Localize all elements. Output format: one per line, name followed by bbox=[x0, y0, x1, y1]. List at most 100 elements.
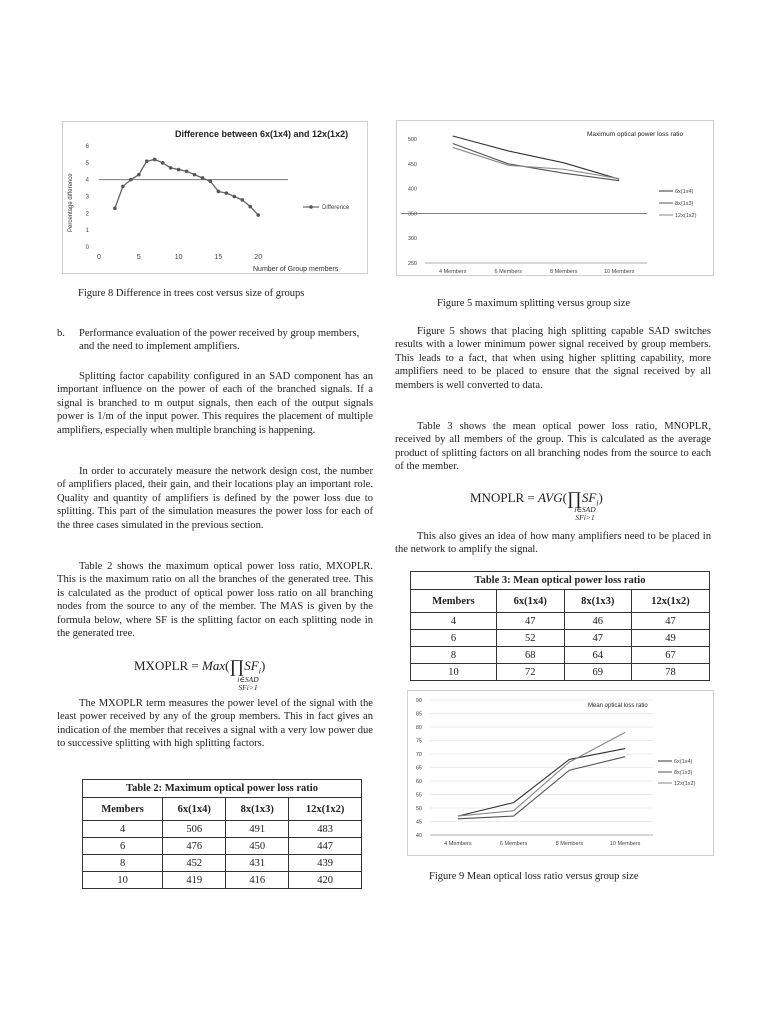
paragraph-figure5-discussion: Figure 5 shows that placing high splitti… bbox=[395, 326, 711, 391]
table-2-header: Members bbox=[81, 797, 164, 821]
paragraph-mxoplr-meaning: The MXOPLR term measures the power level… bbox=[57, 698, 373, 750]
x-tick-label: 10 Members bbox=[604, 269, 635, 275]
table-cell: 4 bbox=[410, 612, 497, 630]
table-cell: 4 bbox=[81, 820, 164, 838]
data-point bbox=[137, 172, 141, 177]
equation-mnoplr-sub1: i∈SAD bbox=[574, 505, 596, 514]
data-point bbox=[184, 169, 189, 174]
data-point bbox=[224, 191, 229, 195]
table-cell: 452 bbox=[162, 854, 227, 872]
legend-label: 6x(1x4) bbox=[674, 759, 693, 765]
data-point bbox=[192, 172, 197, 177]
table-cell: 476 bbox=[162, 837, 227, 855]
paragraph-table3-intro: Table 3 shows the mean optical power los… bbox=[395, 421, 711, 473]
table-cell: 8 bbox=[81, 854, 164, 872]
figure-8-ylabel: Percentage difference bbox=[68, 173, 74, 232]
data-point bbox=[144, 159, 149, 163]
table-cell: 10 bbox=[81, 871, 164, 889]
data-point bbox=[256, 213, 260, 217]
table-cell: 8 bbox=[410, 646, 497, 664]
x-tick-label: 6 Members bbox=[494, 269, 522, 275]
table-cell: 450 bbox=[225, 837, 290, 855]
y-tick-label: 80 bbox=[416, 725, 422, 731]
x-tick-label: 8 Members bbox=[550, 269, 578, 275]
series-line bbox=[457, 748, 626, 817]
y-tick-label: 250 bbox=[408, 261, 417, 267]
x-tick-label: 8 Members bbox=[556, 841, 584, 847]
data-point bbox=[240, 198, 245, 202]
x-tick-label: 10 Members bbox=[610, 841, 641, 847]
data-point bbox=[160, 161, 165, 165]
series-line bbox=[452, 135, 620, 180]
figure-8-caption: Figure 8 Difference in trees cost versus… bbox=[78, 288, 305, 299]
legend-label: 12x(1x2) bbox=[675, 213, 697, 219]
y-tick-label: 450 bbox=[408, 162, 417, 168]
table-cell: 419 bbox=[162, 871, 227, 889]
table-cell: 64 bbox=[563, 646, 633, 664]
figure-5-caption: Figure 5 maximum splitting versus group … bbox=[437, 298, 631, 309]
y-tick-label: 2 bbox=[86, 211, 90, 217]
table-3-caption: Table 3: Mean optical power loss ratio bbox=[410, 571, 710, 589]
table-cell: 46 bbox=[563, 612, 633, 630]
x-tick-label: 10 bbox=[175, 254, 183, 261]
legend-label: 6x(1x4) bbox=[675, 189, 694, 195]
table-2-caption: Table 2: Maximum optical power loss rati… bbox=[82, 779, 362, 797]
table-cell: 439 bbox=[288, 854, 362, 872]
table-cell: 483 bbox=[288, 820, 362, 838]
table-cell: 10 bbox=[410, 663, 497, 681]
y-tick-label: 70 bbox=[416, 752, 422, 758]
table-3-header: 8x(1x3) bbox=[563, 589, 633, 613]
table-3-header: 6x(1x4) bbox=[495, 589, 565, 613]
table-cell: 431 bbox=[225, 854, 290, 872]
data-point bbox=[200, 176, 205, 180]
data-point bbox=[176, 167, 181, 172]
equation-mxoplr-subscript: i∈SAD SFi>1 bbox=[228, 676, 268, 692]
series-line bbox=[452, 146, 620, 180]
figure-8-title: Difference between 6x(1x4) and 12x(1x2) bbox=[175, 129, 348, 139]
equation-mnoplr-func: AVG bbox=[538, 490, 563, 505]
series-line bbox=[457, 756, 626, 820]
paragraph-table2-intro: Table 2 shows the maximum optical power … bbox=[57, 561, 373, 640]
table-3-header: 12x(1x2) bbox=[631, 589, 710, 613]
figure-5-chart: Maximum optical power loss ratio 250 300 3… bbox=[396, 120, 714, 276]
table-2-header-row: Members 6x(1x4) 8x(1x3) 12x(1x2) bbox=[81, 797, 362, 821]
table-2-header: 12x(1x2) bbox=[288, 797, 362, 821]
y-tick-label: 5 bbox=[86, 161, 90, 167]
table-3: Table 3: Mean optical power loss ratio M… bbox=[410, 571, 710, 681]
data-point bbox=[121, 184, 125, 189]
section-b-marker: b. bbox=[57, 328, 65, 339]
equation-mxoplr-lhs: MXOPLR = bbox=[134, 658, 203, 673]
table-cell: 52 bbox=[495, 629, 565, 647]
x-tick-label: 5 bbox=[137, 254, 141, 261]
equation-mnoplr-lhs: MNOPLR = bbox=[470, 490, 539, 505]
table-cell: 72 bbox=[495, 663, 565, 681]
data-point bbox=[216, 189, 221, 194]
series-line bbox=[457, 731, 626, 817]
equation-mxoplr-sub1: i∈SAD bbox=[237, 675, 259, 684]
y-tick-label: 45 bbox=[416, 820, 422, 826]
y-tick-label: 50 bbox=[416, 806, 422, 812]
paragraph-amplifiers-idea: This also gives an idea of how many ampl… bbox=[395, 531, 711, 556]
paragraph-network-cost: In order to accurately measure the netwo… bbox=[57, 466, 373, 531]
table-cell: 6 bbox=[410, 629, 497, 647]
table-cell: 416 bbox=[225, 871, 290, 889]
equation-mxoplr-sub2: SFi>1 bbox=[238, 683, 258, 692]
section-b-heading: b. Performance evaluation of the power r… bbox=[57, 327, 373, 354]
y-tick-label: 3 bbox=[86, 195, 90, 201]
table-cell: 78 bbox=[631, 663, 710, 681]
y-tick-label: 350 bbox=[408, 211, 417, 217]
y-tick-label: 500 bbox=[408, 137, 417, 143]
equation-mnoplr-sub2: SFi>1 bbox=[575, 513, 595, 522]
figure-5-svg: Maximum optical power loss ratio 250 300 3… bbox=[401, 131, 697, 275]
x-tick-label: 0 bbox=[97, 254, 101, 261]
y-tick-label: 4 bbox=[86, 178, 90, 184]
table-cell: 49 bbox=[631, 629, 710, 647]
table-row: 8 452 431 439 bbox=[81, 854, 362, 872]
data-point bbox=[248, 204, 253, 209]
y-tick-label: 60 bbox=[416, 779, 422, 785]
figure-9-chart: Mean optical loss ratio 40 45 50 55 60 65 70 75… bbox=[407, 690, 714, 856]
table-cell: 506 bbox=[162, 820, 227, 838]
x-tick-label: 4 Members bbox=[439, 269, 467, 275]
table-cell: 491 bbox=[225, 820, 290, 838]
y-tick-label: 400 bbox=[408, 187, 417, 193]
